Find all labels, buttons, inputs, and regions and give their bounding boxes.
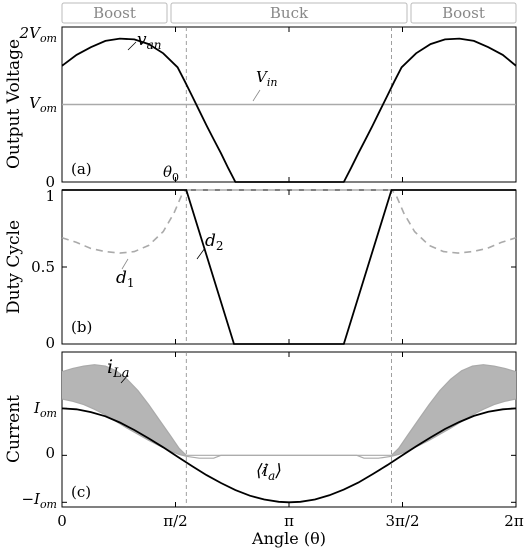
ila-leader bbox=[120, 374, 129, 384]
d1-annotation: d1 bbox=[116, 268, 135, 290]
region-boost-left-box bbox=[61, 2, 168, 24]
panel-a-tag: (a) bbox=[71, 160, 92, 178]
van-leader bbox=[127, 41, 137, 51]
ia-close: ⟩ bbox=[274, 461, 282, 481]
ytick-a-2: 2Vom bbox=[19, 24, 57, 45]
van-line bbox=[61, 37, 517, 183]
ila-main: i bbox=[107, 356, 113, 378]
d1-sub: 1 bbox=[127, 276, 135, 290]
ia-sub: a bbox=[268, 469, 275, 483]
d2-line bbox=[62, 189, 516, 345]
xtick-2pi: 2π bbox=[504, 512, 524, 530]
ytick-a-1-sub: om bbox=[40, 102, 57, 115]
ylabel-a: Output Voltage bbox=[4, 39, 24, 169]
d1-leader bbox=[121, 258, 129, 270]
ia-annotation: ⟨ia⟩ bbox=[256, 461, 282, 483]
ytick-a-1: Vom bbox=[29, 94, 57, 115]
xtick-pi-2: π/2 bbox=[163, 512, 187, 530]
ylabel-c: Current bbox=[4, 395, 24, 463]
region-boost-left-label: Boost bbox=[93, 4, 136, 22]
d2-annotation: d2 bbox=[205, 231, 224, 253]
ytick-a-1-main: V bbox=[29, 94, 42, 112]
ytick-b-0: 0 bbox=[45, 334, 55, 352]
d2-leader bbox=[196, 247, 206, 260]
ia-leader bbox=[261, 463, 269, 475]
ytick-c-pos: Iom bbox=[33, 399, 57, 420]
van-sub: an bbox=[147, 38, 162, 52]
panel-b-ticks bbox=[61, 189, 517, 345]
panel-b-frame bbox=[61, 189, 517, 345]
ila-annotation: iLa bbox=[107, 356, 129, 381]
region-boost-right-box bbox=[410, 2, 517, 24]
panel-c-tag: (c) bbox=[71, 483, 91, 501]
vin-main: V bbox=[256, 68, 269, 86]
ila-ripple-band-left bbox=[62, 364, 187, 457]
region-boost-right-label: Boost bbox=[442, 4, 485, 22]
region-buck-label: Buck bbox=[270, 4, 309, 22]
ila-ripple-band-right bbox=[391, 364, 516, 457]
ytick-c-neg: −Iom bbox=[21, 490, 57, 511]
vin-sub: in bbox=[267, 76, 278, 89]
theta0-sub: 0 bbox=[172, 171, 179, 184]
ytick-c-neg-main: −I bbox=[21, 490, 41, 508]
theta0-annotation: θ0 bbox=[163, 163, 179, 184]
theta0-main: θ bbox=[163, 163, 172, 181]
ila-sub: La bbox=[112, 366, 129, 381]
region-buck-box bbox=[170, 2, 408, 24]
xtick-3pi-2: 3π/2 bbox=[386, 512, 420, 530]
ytick-a-2-main: 2V bbox=[19, 24, 43, 42]
vin-annotation: Vin bbox=[256, 68, 277, 89]
d2-sub: 2 bbox=[216, 239, 224, 253]
ylabel-b: Duty Cycle bbox=[4, 220, 24, 314]
xtick-pi: π bbox=[284, 512, 294, 530]
ia-average-line bbox=[61, 407, 517, 504]
ia-open: ⟨i bbox=[256, 461, 268, 481]
ytick-a-0: 0 bbox=[45, 173, 55, 191]
ytick-c-neg-sub: om bbox=[40, 498, 57, 511]
panel-b-tag: (b) bbox=[71, 318, 92, 336]
x-axis-label: Angle (θ) bbox=[251, 529, 326, 548]
ytick-b-1: 1 bbox=[45, 187, 55, 205]
d1-line bbox=[61, 189, 517, 254]
region-header: Boost Buck Boost bbox=[61, 2, 517, 24]
van-main: v bbox=[137, 30, 147, 50]
ytick-a-2-sub: om bbox=[40, 32, 57, 45]
xtick-0: 0 bbox=[57, 512, 67, 530]
ytick-c-pos-main: I bbox=[33, 399, 41, 417]
ytick-c-pos-sub: om bbox=[40, 407, 57, 420]
ytick-c-0: 0 bbox=[45, 444, 55, 462]
van-annotation: van bbox=[137, 30, 162, 52]
panel-c: iLa ⟨ia⟩ (c) Iom 0 −Iom Current 0 π/2 π … bbox=[4, 351, 524, 548]
ytick-b-05: 0.5 bbox=[31, 258, 55, 276]
panel-a: van Vin (a) θ0 2Vom Vom 0 Output Voltage bbox=[4, 24, 517, 191]
panel-b: d2 d1 (b) 1 0.5 0 Duty Cycle bbox=[4, 187, 517, 352]
d2-main: d bbox=[205, 231, 216, 251]
vin-leader bbox=[252, 89, 261, 102]
d1-main: d bbox=[116, 268, 127, 288]
